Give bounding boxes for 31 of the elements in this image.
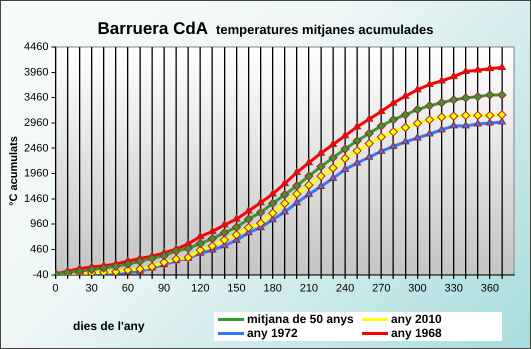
y-tick-label: 1460 (24, 192, 48, 205)
x-tick-label: 210 (300, 282, 318, 294)
y-tick-label: 960 (30, 218, 48, 230)
x-tick-label: 90 (158, 282, 170, 294)
x-tick-label: 150 (227, 282, 246, 294)
y-tick-label: 2460 (24, 142, 48, 154)
x-tick-label: 360 (480, 282, 500, 294)
legend-label: any 2010 (390, 312, 443, 326)
legend-label: any 1972 (246, 326, 299, 341)
y-tick-label: 3960 (24, 66, 48, 78)
y-tick-label: 3460 (24, 92, 48, 104)
x-tick-label: 60 (122, 282, 134, 294)
x-tick-label: 240 (336, 282, 354, 294)
y-tick-label: 4460 (24, 41, 48, 54)
x-tick-label: 270 (372, 282, 390, 294)
legend-label: mitjana de 50 anys (246, 312, 355, 326)
legend-label: any 1968 (390, 326, 443, 341)
y-tick-label: 1960 (24, 168, 48, 180)
y-tick-label: 460 (30, 244, 48, 256)
x-tick-label: 300 (408, 282, 427, 294)
x-tick-label: 0 (52, 282, 59, 294)
y-tick-label: 2960 (24, 116, 48, 129)
y-tick-label: -40 (32, 268, 48, 281)
x-tick-label: 30 (86, 282, 98, 294)
x-tick-label: 120 (191, 282, 210, 294)
x-tick-label: 180 (263, 282, 282, 294)
chart-title: Barruera CdA (97, 19, 208, 38)
x-tick-label: 330 (444, 282, 463, 294)
chart-subtitle: temperatures mitjanes acumulades (216, 22, 434, 37)
y-axis-title: °C acumulats (8, 136, 20, 206)
x-axis-title: dies de l'any (73, 319, 145, 333)
